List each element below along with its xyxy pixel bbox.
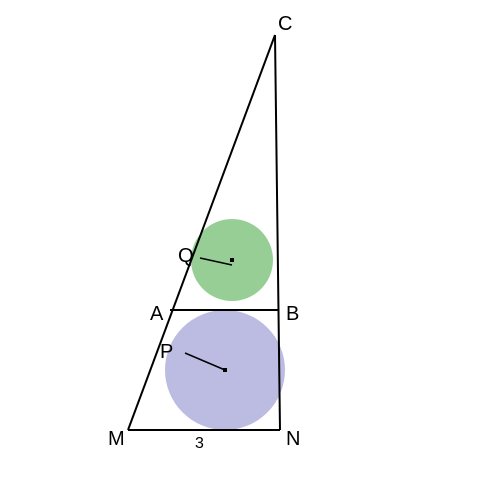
label-P: P bbox=[160, 341, 173, 363]
label-B: B bbox=[286, 303, 299, 325]
circle-q-center bbox=[230, 258, 234, 262]
label-M: M bbox=[108, 428, 125, 450]
edge-label-0: 3 bbox=[195, 435, 204, 452]
label-Q: Q bbox=[178, 245, 194, 267]
geometry-diagram: C A B M N Q P 3 bbox=[0, 0, 500, 500]
label-C: C bbox=[278, 13, 292, 35]
label-N: N bbox=[286, 428, 300, 450]
circle-p-center bbox=[223, 368, 227, 372]
label-A: A bbox=[150, 303, 164, 325]
